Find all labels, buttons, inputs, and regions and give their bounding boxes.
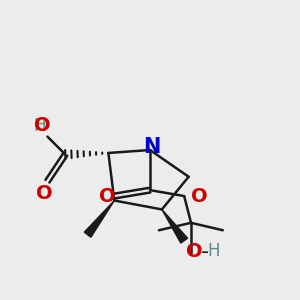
Text: O: O: [34, 116, 50, 135]
Text: H: H: [34, 117, 46, 135]
Text: -: -: [200, 242, 209, 262]
Text: O: O: [186, 242, 202, 261]
Polygon shape: [84, 200, 114, 237]
Text: O: O: [191, 187, 207, 206]
Polygon shape: [162, 209, 188, 243]
Text: O: O: [36, 184, 53, 203]
Text: O: O: [99, 187, 115, 206]
Text: N: N: [143, 137, 160, 157]
Text: H: H: [207, 242, 220, 260]
